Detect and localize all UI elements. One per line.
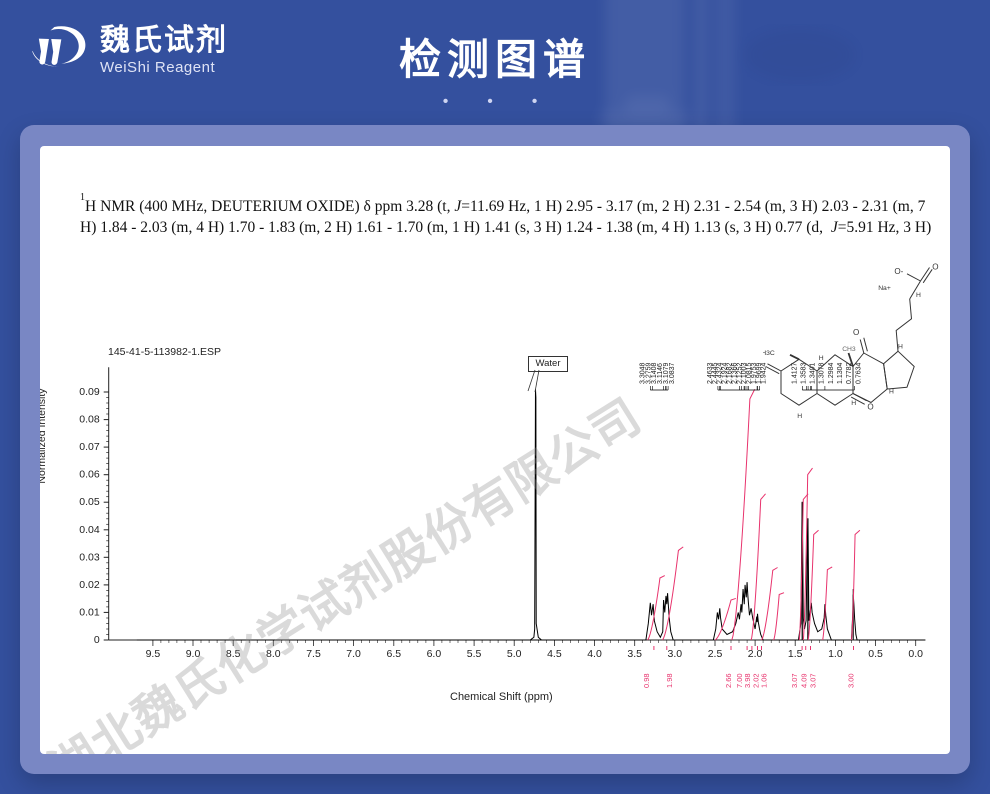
svg-text:H: H [797,413,802,420]
svg-text:O: O [932,262,938,271]
svg-text:Na+: Na+ [878,285,891,292]
svg-text:H: H [898,344,903,351]
svg-text:H: H [916,292,921,299]
svg-text:O-: O- [894,267,903,276]
svg-text:H: H [889,389,894,396]
svg-text:H: H [851,400,856,407]
svg-text:H3C: H3C [763,350,775,357]
svg-text:CH3: CH3 [842,346,856,353]
svg-text:H: H [819,355,824,362]
svg-text:O: O [853,328,859,337]
svg-text:O: O [867,403,873,412]
